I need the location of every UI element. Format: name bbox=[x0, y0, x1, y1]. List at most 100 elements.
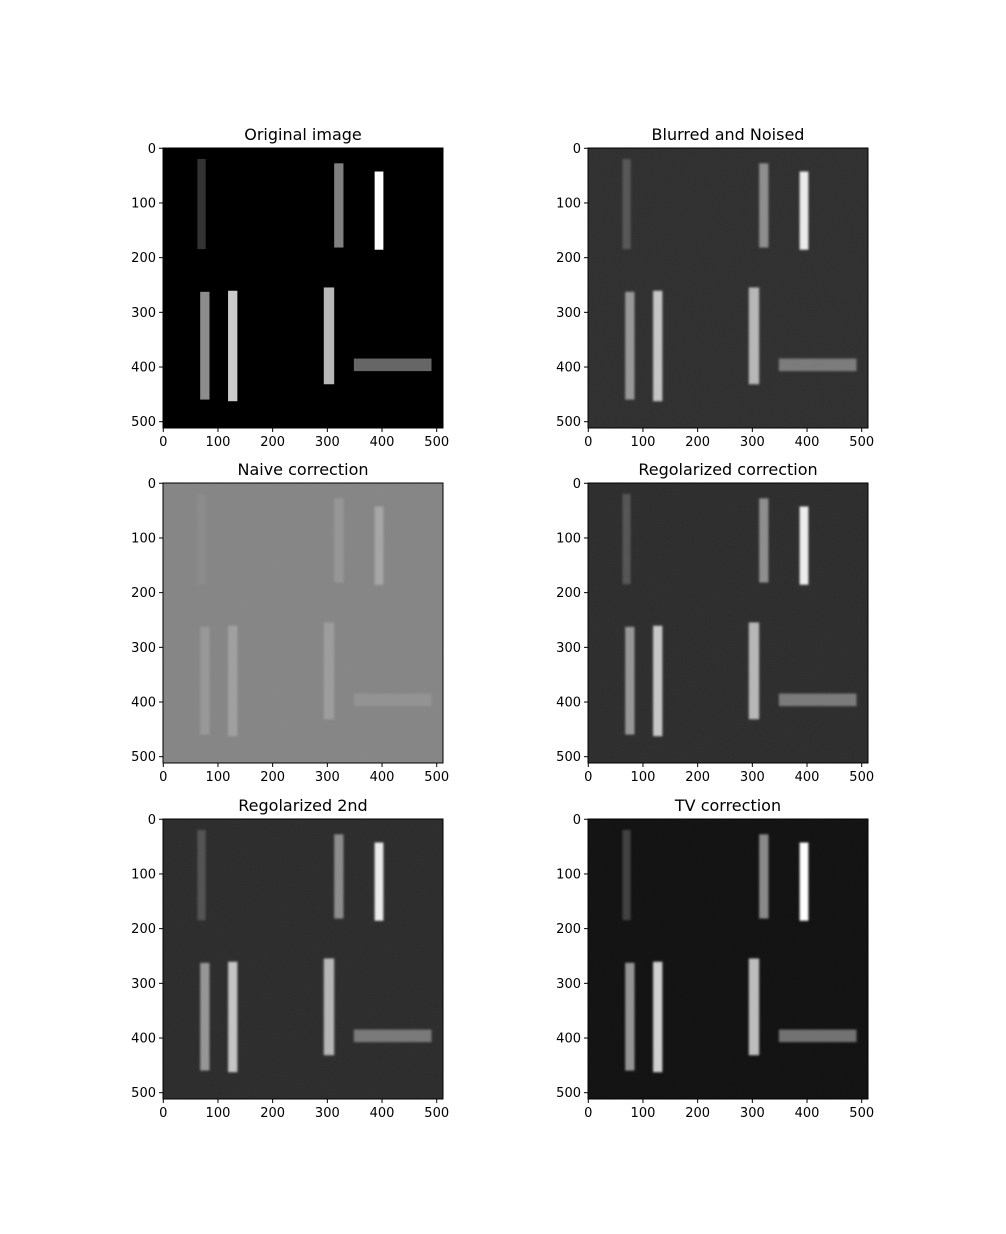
y-tick-label: 100 bbox=[556, 196, 581, 211]
panel-title: Regolarized 2nd bbox=[238, 796, 367, 815]
bar-0 bbox=[622, 829, 631, 921]
axes-frame bbox=[162, 482, 444, 764]
noise-overlay bbox=[163, 483, 443, 763]
noise-overlay bbox=[588, 819, 868, 1099]
y-tick-label: 0 bbox=[148, 813, 156, 828]
x-tick-label: 200 bbox=[685, 770, 710, 785]
panel-title: TV correction bbox=[674, 796, 781, 815]
bar-4 bbox=[228, 625, 238, 737]
x-tick-label: 300 bbox=[315, 435, 340, 450]
y-tick-label: 0 bbox=[148, 142, 156, 157]
bar-0 bbox=[197, 493, 206, 585]
x-tick-label: 400 bbox=[795, 435, 820, 450]
y-tick-label: 400 bbox=[556, 1032, 581, 1047]
y-tick-label: 400 bbox=[131, 361, 156, 376]
x-tick-label: 100 bbox=[206, 435, 231, 450]
bar-1 bbox=[334, 163, 344, 248]
image-background bbox=[163, 148, 443, 428]
bar-1 bbox=[759, 834, 769, 919]
bar-4 bbox=[228, 290, 238, 402]
x-tick-label: 200 bbox=[260, 435, 285, 450]
bar-5 bbox=[323, 287, 335, 385]
x-tick-label: 400 bbox=[795, 770, 820, 785]
x-tick-label: 0 bbox=[584, 1106, 592, 1121]
x-tick-label: 100 bbox=[206, 770, 231, 785]
bar-group bbox=[622, 829, 857, 1073]
axes-frame bbox=[587, 482, 869, 764]
y-tick-label: 400 bbox=[556, 696, 581, 711]
panel-title: Regolarized correction bbox=[638, 460, 817, 479]
bar-3 bbox=[200, 291, 210, 400]
y-tick-label: 500 bbox=[131, 750, 156, 765]
x-tick-label: 100 bbox=[631, 770, 656, 785]
bar-5 bbox=[748, 958, 760, 1056]
x-tick-label: 400 bbox=[370, 435, 395, 450]
y-tick-label: 100 bbox=[556, 867, 581, 882]
x-tick-label: 500 bbox=[849, 770, 874, 785]
image-background bbox=[163, 483, 443, 763]
y-tick-label: 300 bbox=[556, 977, 581, 992]
y-tick-label: 200 bbox=[131, 922, 156, 937]
x-tick-label: 200 bbox=[685, 435, 710, 450]
axes-frame bbox=[162, 147, 444, 429]
y-tick-label: 0 bbox=[573, 813, 581, 828]
bar-6 bbox=[353, 693, 432, 707]
x-tick-label: 400 bbox=[795, 1106, 820, 1121]
x-tick-label: 500 bbox=[424, 770, 449, 785]
y-tick-label: 200 bbox=[131, 251, 156, 266]
x-tick-label: 200 bbox=[260, 1106, 285, 1121]
y-tick-label: 300 bbox=[131, 641, 156, 656]
bar-0 bbox=[197, 158, 206, 250]
x-tick-label: 100 bbox=[206, 1106, 231, 1121]
bar-5 bbox=[323, 622, 335, 720]
y-tick-label: 400 bbox=[131, 1032, 156, 1047]
bar-3 bbox=[625, 962, 635, 1071]
x-tick-label: 100 bbox=[631, 1106, 656, 1121]
x-tick-label: 500 bbox=[424, 1106, 449, 1121]
bar-2 bbox=[799, 842, 809, 921]
y-tick-label: 500 bbox=[131, 1086, 156, 1101]
x-tick-label: 500 bbox=[849, 1106, 874, 1121]
y-tick-label: 0 bbox=[148, 477, 156, 492]
y-tick-label: 0 bbox=[573, 477, 581, 492]
x-tick-label: 200 bbox=[260, 770, 285, 785]
noise-overlay bbox=[588, 483, 868, 763]
x-tick-label: 0 bbox=[584, 770, 592, 785]
y-tick-label: 400 bbox=[131, 696, 156, 711]
y-tick-label: 400 bbox=[556, 361, 581, 376]
y-tick-label: 300 bbox=[131, 306, 156, 321]
axes-frame bbox=[587, 818, 869, 1100]
bar-1 bbox=[334, 498, 344, 583]
x-tick-label: 200 bbox=[685, 1106, 710, 1121]
noise-overlay bbox=[588, 148, 868, 428]
bar-group bbox=[197, 493, 432, 737]
y-tick-label: 200 bbox=[131, 586, 156, 601]
panel-title: Naive correction bbox=[237, 460, 368, 479]
axes-frame bbox=[587, 147, 869, 429]
x-tick-label: 500 bbox=[849, 435, 874, 450]
x-tick-label: 300 bbox=[740, 435, 765, 450]
bar-2 bbox=[374, 171, 384, 250]
y-tick-label: 300 bbox=[556, 306, 581, 321]
x-tick-label: 0 bbox=[159, 770, 167, 785]
x-tick-label: 0 bbox=[584, 435, 592, 450]
bar-6 bbox=[778, 1029, 857, 1043]
y-tick-label: 500 bbox=[556, 415, 581, 430]
x-tick-label: 0 bbox=[159, 1106, 167, 1121]
y-tick-label: 500 bbox=[556, 1086, 581, 1101]
y-tick-label: 200 bbox=[556, 922, 581, 937]
y-tick-label: 500 bbox=[131, 415, 156, 430]
y-tick-label: 500 bbox=[556, 750, 581, 765]
y-tick-label: 200 bbox=[556, 251, 581, 266]
y-tick-label: 100 bbox=[131, 867, 156, 882]
x-tick-label: 300 bbox=[315, 770, 340, 785]
panel-title: Original image bbox=[244, 125, 362, 144]
bar-6 bbox=[353, 358, 432, 372]
y-tick-label: 100 bbox=[131, 531, 156, 546]
x-tick-label: 400 bbox=[370, 1106, 395, 1121]
x-tick-label: 100 bbox=[631, 435, 656, 450]
